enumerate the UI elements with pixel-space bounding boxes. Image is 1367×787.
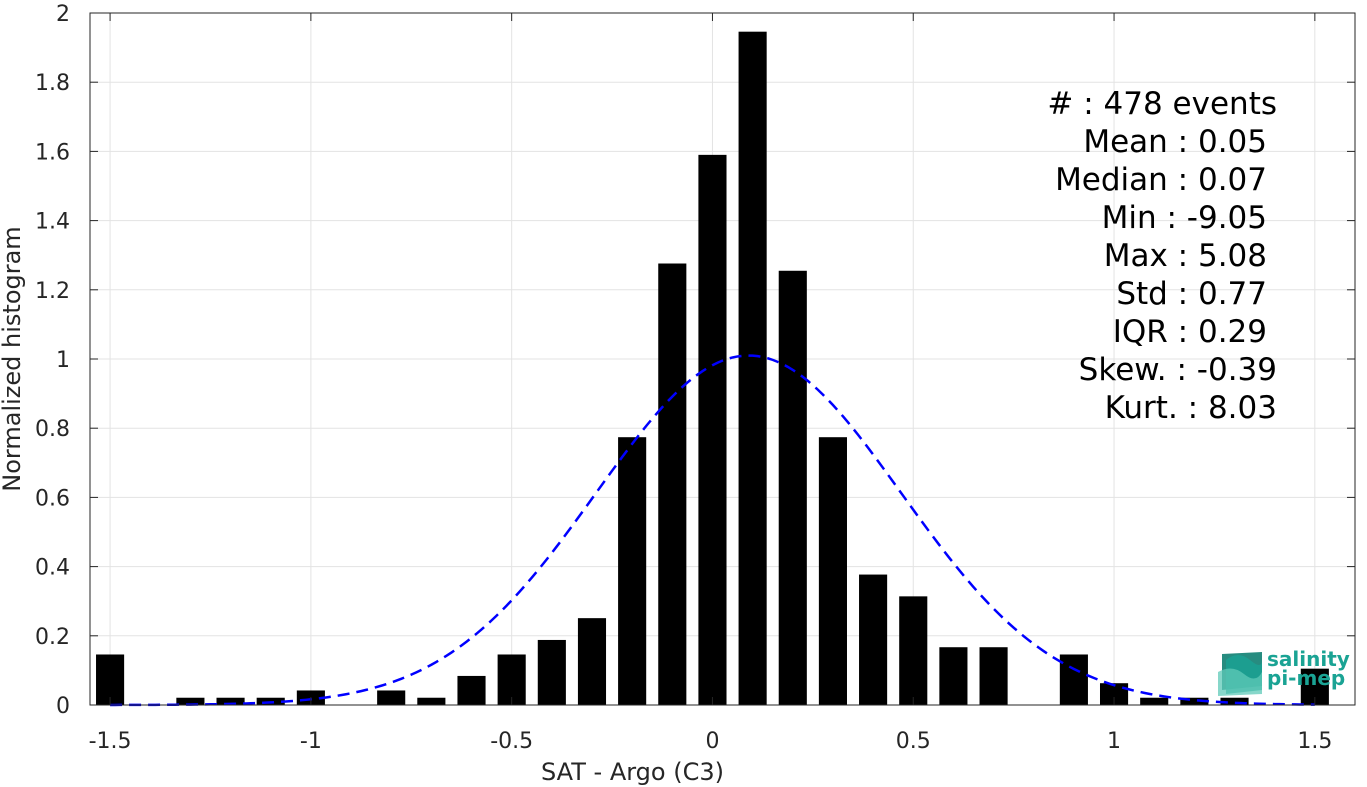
histogram-bar: [216, 697, 245, 705]
x-tick-label: 1: [1107, 729, 1121, 754]
histogram-bar: [1140, 697, 1169, 705]
stat-line: Min : -9.05: [1102, 200, 1267, 236]
y-tick-label: 0.6: [35, 486, 70, 511]
y-tick-label: 1.6: [35, 140, 70, 165]
stat-line: Mean : 0.05: [1083, 124, 1267, 160]
histogram-bar: [377, 690, 406, 705]
histogram-bar: [859, 574, 888, 705]
histogram-bar: [738, 31, 767, 705]
x-tick-label: 1.5: [1297, 729, 1332, 754]
y-tick-label: 0: [56, 694, 70, 719]
y-tick-label: 0.8: [35, 417, 70, 442]
histogram-bar: [618, 437, 647, 705]
stat-line: Kurt. : 8.03: [1105, 390, 1277, 426]
salinity-pimep-logo: salinity pi-mep: [1218, 647, 1350, 696]
x-tick-label: -1: [300, 729, 322, 754]
histogram-bar: [698, 154, 727, 706]
histogram-bar: [939, 647, 968, 705]
y-tick-label: 0.4: [35, 556, 70, 581]
x-axis-title: SAT - Argo (C3): [541, 758, 724, 786]
histogram-bar: [778, 270, 807, 705]
histogram-bar: [1059, 654, 1088, 705]
histogram-bar: [818, 437, 847, 705]
x-tick-label: 0: [705, 729, 719, 754]
stat-line: Skew. : -0.39: [1079, 352, 1277, 388]
stat-line: Std : 0.77: [1116, 276, 1267, 312]
bars-layer: [96, 31, 1329, 706]
y-tick-label: 1: [56, 348, 70, 373]
histogram-bar: [1099, 683, 1129, 705]
stat-line: # : 478 events: [1047, 86, 1277, 122]
y-axis-ticks: 0 0.2 0.4 0.6 0.8 1 1.2 1.4 1.6 1.8 2: [35, 2, 1355, 719]
histogram-bar: [979, 647, 1008, 705]
y-tick-label: 2: [56, 2, 70, 27]
histogram-bar: [1180, 697, 1209, 705]
histogram-bar: [1220, 697, 1249, 705]
x-tick-label: -0.5: [490, 729, 533, 754]
histogram-bar: [497, 654, 526, 705]
y-axis-title: Normalized histogram: [0, 226, 26, 491]
logo-wave-icon: [1218, 652, 1262, 696]
histogram-bar: [899, 596, 928, 705]
logo-text-line1: salinity: [1267, 647, 1350, 671]
histogram-bar: [176, 697, 205, 705]
histogram-bar: [457, 675, 486, 705]
stat-line: IQR : 0.29: [1113, 314, 1267, 350]
histogram-bar: [417, 697, 446, 705]
x-tick-label: -1.5: [89, 729, 132, 754]
histogram-bar: [658, 263, 687, 705]
histogram-bar: [96, 654, 125, 705]
y-tick-label: 1.8: [35, 71, 70, 96]
y-tick-label: 0.2: [35, 625, 70, 650]
histogram-bar: [577, 618, 607, 705]
logo-text-line2: pi-mep: [1267, 666, 1345, 690]
y-tick-label: 1.2: [35, 279, 70, 304]
histogram-bar: [537, 639, 566, 705]
x-axis-ticks: -1.5 -1 -0.5 0 0.5 1 1.5: [89, 13, 1332, 754]
y-tick-label: 1.4: [35, 210, 70, 235]
stat-line: Median : 0.07: [1055, 162, 1267, 198]
x-tick-label: 0.5: [896, 729, 931, 754]
stat-line: Max : 5.08: [1104, 238, 1267, 274]
